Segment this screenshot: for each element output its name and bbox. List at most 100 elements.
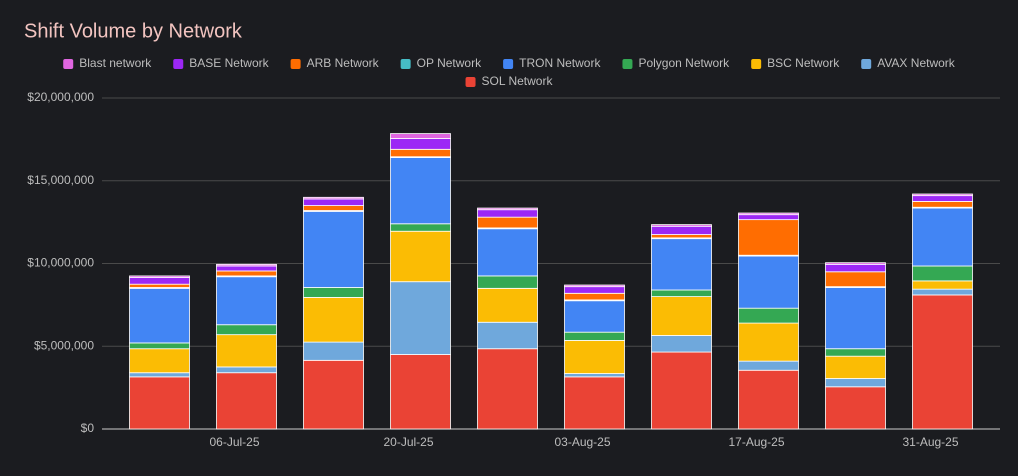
- bar-segment: [303, 359, 364, 430]
- bar-segment: [216, 324, 277, 336]
- bar-segment: [390, 230, 451, 283]
- legend-item: TRON Network: [503, 56, 601, 70]
- legend-swatch: [503, 59, 514, 69]
- y-tick-label: $20,000,000: [27, 90, 94, 104]
- legend-label: SOL Network: [482, 74, 554, 88]
- bar-segment: [303, 297, 364, 343]
- y-tick-label: $15,000,000: [27, 173, 94, 187]
- bar-segment: [825, 355, 886, 379]
- bar-segment: [564, 284, 625, 288]
- bar-segment: [738, 214, 799, 221]
- x-tick-label: 03-Aug-25: [554, 435, 610, 449]
- bar-segment: [129, 372, 190, 378]
- bar-segment: [564, 331, 625, 341]
- bar-segment: [912, 201, 973, 208]
- legend-item: Polygon Network: [622, 56, 730, 70]
- bar-segment: [912, 193, 973, 197]
- y-tick-label: $5,000,000: [34, 338, 94, 352]
- bar-segment: [651, 234, 712, 239]
- bar-segment: [303, 205, 364, 211]
- legend-item: AVAX Network: [861, 56, 956, 70]
- bar-segment: [564, 340, 625, 374]
- bar-segment: [477, 216, 538, 229]
- bar-segment: [477, 321, 538, 350]
- bar-segment: [738, 219, 799, 256]
- bar-segment: [912, 207, 973, 267]
- bar-segment: [564, 292, 625, 301]
- legend-swatch: [751, 59, 762, 69]
- bar-segment: [390, 281, 451, 355]
- bar-segment: [303, 210, 364, 288]
- bar-segment: [303, 341, 364, 361]
- legend-label: TRON Network: [519, 56, 601, 70]
- legend-label: BSC Network: [767, 56, 840, 70]
- bar-segment: [738, 307, 799, 324]
- bar-segment: [390, 148, 451, 158]
- bar-segment: [477, 209, 538, 218]
- legend-swatch: [400, 59, 411, 69]
- bar-segment: [825, 348, 886, 357]
- bar-segment: [651, 351, 712, 430]
- legend-item: OP Network: [400, 56, 482, 70]
- bar-segment: [477, 275, 538, 289]
- x-tick-label: 31-Aug-25: [902, 435, 958, 449]
- x-tick-label: 20-Jul-25: [383, 435, 433, 449]
- legend-label: BASE Network: [189, 56, 269, 70]
- legend-item: Blast network: [63, 56, 152, 70]
- legend-swatch: [173, 59, 184, 69]
- bar-segment: [216, 276, 277, 326]
- bar-segment: [651, 296, 712, 336]
- bar-segment: [651, 225, 712, 235]
- bar-segment: [129, 287, 190, 344]
- bar-segment: [390, 133, 451, 139]
- bar-segment: [303, 198, 364, 206]
- bar-segment: [651, 224, 712, 227]
- bar-segment: [477, 228, 538, 277]
- bar-segment: [912, 294, 973, 430]
- legend-swatch: [290, 59, 301, 69]
- bar-segment: [564, 300, 625, 333]
- bar-segment: [825, 287, 886, 350]
- bar-segment: [303, 196, 364, 200]
- bar-segment: [390, 157, 451, 225]
- bar-segment: [129, 277, 190, 285]
- bar-segment: [912, 288, 973, 296]
- x-tick-label: 17-Aug-25: [728, 435, 784, 449]
- bar-segment: [564, 373, 625, 378]
- legend-label: OP Network: [417, 56, 482, 70]
- bar-segment: [738, 360, 799, 371]
- bar-segment: [738, 322, 799, 362]
- bar-segment: [390, 223, 451, 232]
- legend-item: BASE Network: [173, 56, 270, 70]
- bar-segment: [825, 271, 886, 288]
- bar-segment: [651, 238, 712, 291]
- bar-segment: [216, 265, 277, 272]
- y-tick-label: $10,000,000: [27, 256, 94, 270]
- bar-segment: [912, 265, 973, 282]
- legend-swatch: [63, 59, 74, 69]
- bar-segment: [216, 372, 277, 430]
- legend-item: SOL Network: [465, 74, 554, 88]
- bar-segment: [825, 378, 886, 388]
- bar-segment: [564, 376, 625, 430]
- bar-segment: [912, 280, 973, 290]
- bar-segment: [216, 270, 277, 277]
- legend-swatch: [465, 77, 476, 87]
- legend-item: BSC Network: [751, 56, 840, 70]
- chart-title: Shift Volume by Network: [24, 20, 243, 42]
- bar-segment: [129, 342, 190, 350]
- bar-segment: [825, 263, 886, 273]
- bar-segment: [216, 334, 277, 368]
- bar-segment: [564, 286, 625, 294]
- bar-segment: [912, 195, 973, 202]
- bar-segment: [129, 348, 190, 374]
- bar-segment: [825, 386, 886, 430]
- bar-segment: [477, 348, 538, 430]
- legend-swatch: [622, 59, 633, 69]
- bar-segment: [738, 212, 799, 216]
- bar-segment: [738, 369, 799, 430]
- bar-segment: [303, 287, 364, 298]
- x-tick-label: 06-Jul-25: [209, 435, 259, 449]
- legend-label: Polygon Network: [638, 56, 730, 70]
